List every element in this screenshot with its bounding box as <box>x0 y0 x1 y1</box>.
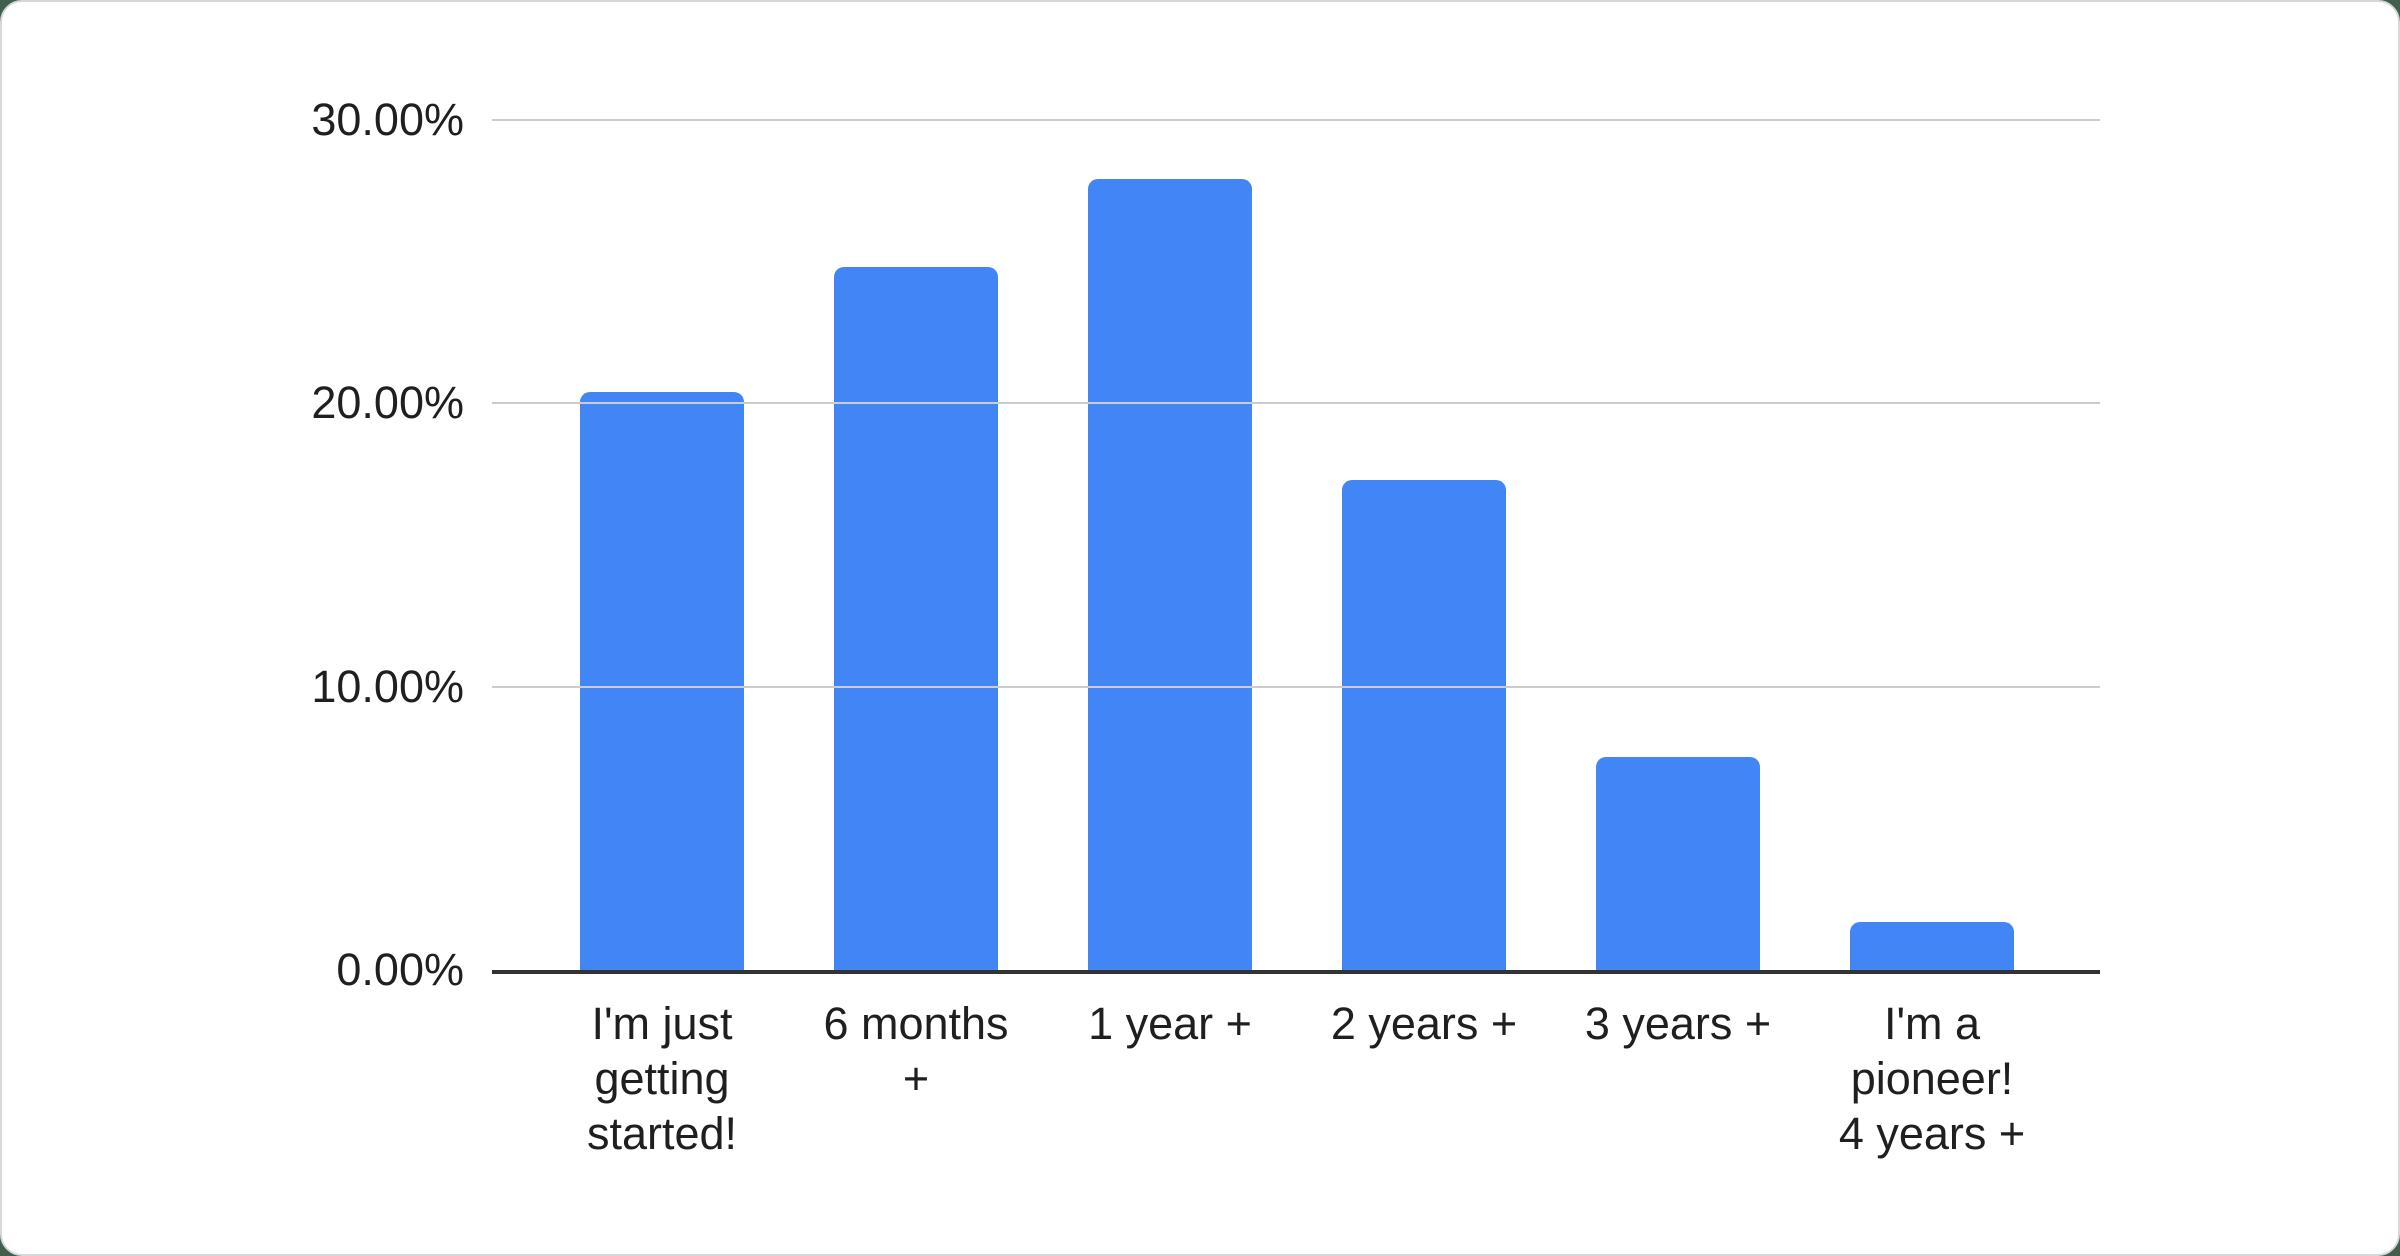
bar-band <box>1043 120 1297 970</box>
bar <box>1596 757 1760 970</box>
x-category-label: 2 years + <box>1330 998 1518 1049</box>
x-axis-labels: I'm just getting started! 6 months + 1 yea… <box>535 996 2059 1161</box>
gridline-20 <box>492 402 2100 404</box>
x-category-label: 6 months + <box>823 998 1009 1104</box>
bar <box>1850 922 2014 970</box>
bar <box>834 267 998 970</box>
bar <box>1088 179 1252 970</box>
bar-band <box>1551 120 1805 970</box>
x-category-label: 1 year + <box>1088 998 1252 1049</box>
bar-band <box>1297 120 1551 970</box>
gridline-30 <box>492 119 2100 121</box>
y-tick-label: 10.00% <box>311 661 464 712</box>
plot-area <box>492 119 2100 974</box>
bar-band <box>789 120 1043 970</box>
y-tick-label: 30.00% <box>311 94 464 145</box>
x-category-label: I'm just getting started! <box>586 998 738 1159</box>
x-category-label: 3 years + <box>1584 998 1772 1049</box>
bar-band <box>1805 120 2059 970</box>
bar <box>580 392 744 970</box>
bar-band <box>535 120 789 970</box>
bars-region <box>535 120 2059 970</box>
y-tick-label: 20.00% <box>311 377 464 428</box>
y-tick-label: 0.00% <box>336 944 464 995</box>
bar <box>1342 480 1506 970</box>
gridline-10 <box>492 686 2100 688</box>
x-category-label: I'm a pioneer! 4 years + <box>1838 998 2026 1159</box>
